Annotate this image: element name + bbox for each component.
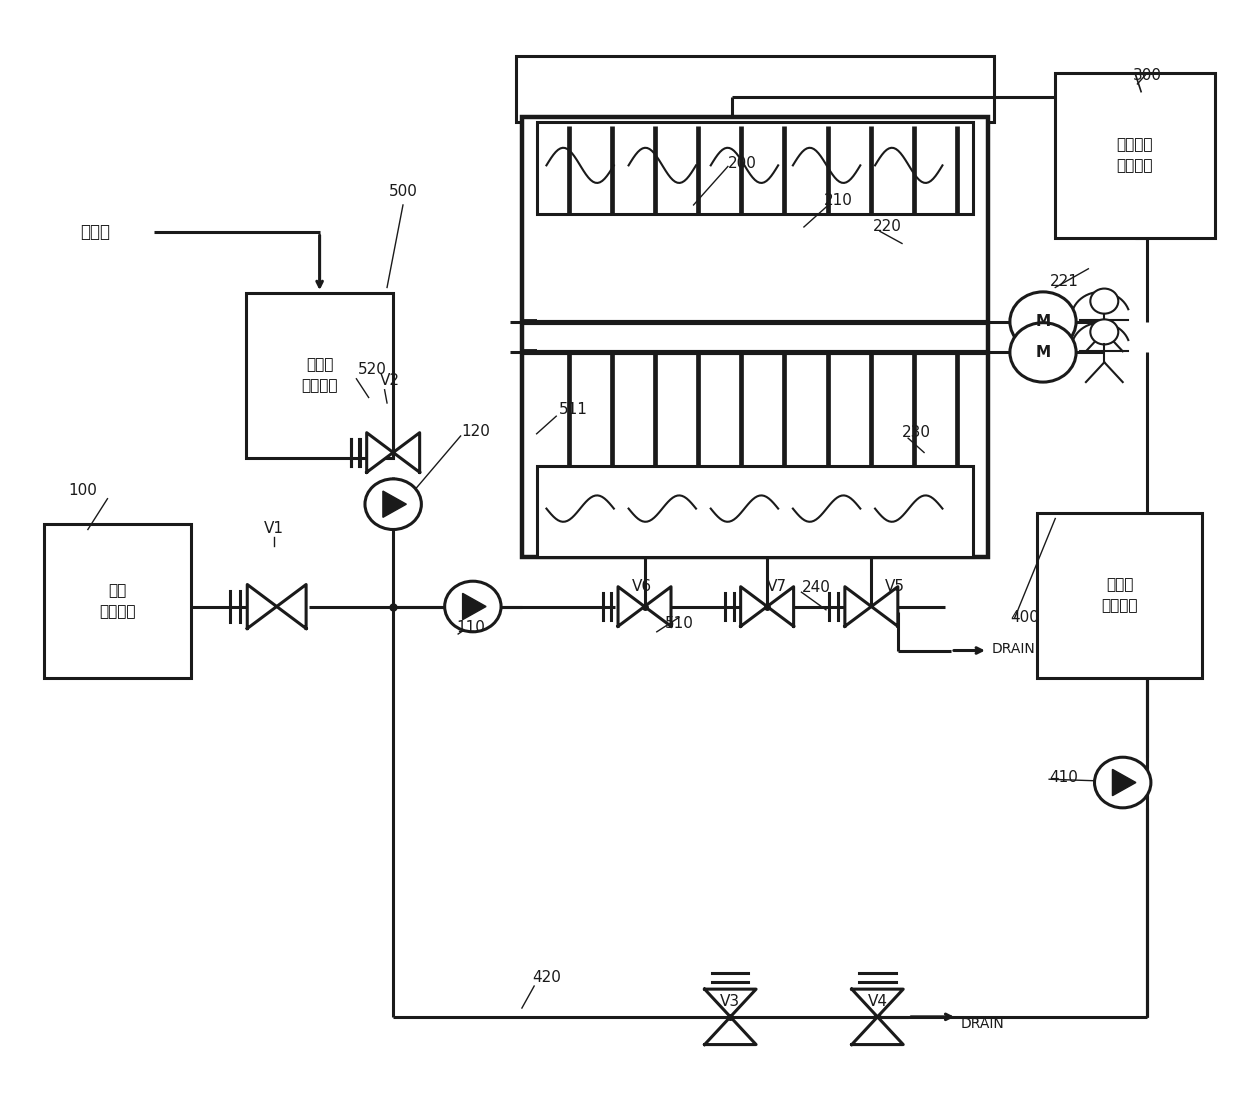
Polygon shape [704, 1017, 756, 1045]
Text: V5: V5 [884, 579, 905, 594]
Text: 200: 200 [728, 156, 758, 170]
Polygon shape [1112, 770, 1136, 795]
Circle shape [365, 479, 422, 529]
Text: 100: 100 [68, 483, 98, 498]
Polygon shape [383, 491, 407, 517]
Text: 500: 500 [388, 184, 418, 199]
Polygon shape [768, 587, 794, 626]
Circle shape [445, 582, 501, 632]
Polygon shape [247, 585, 277, 628]
Bar [516, 57, 994, 123]
Polygon shape [852, 1017, 903, 1045]
Text: V3: V3 [720, 994, 740, 1009]
Polygon shape [872, 587, 898, 626]
Text: 300: 300 [1132, 68, 1162, 82]
Text: 220: 220 [873, 219, 901, 234]
Text: 废水
储藏单元: 废水 储藏单元 [99, 583, 135, 619]
Text: 210: 210 [823, 193, 853, 208]
Bar [1037, 512, 1203, 678]
Text: V2: V2 [379, 373, 399, 389]
Text: 230: 230 [903, 426, 931, 440]
Text: 120: 120 [461, 424, 490, 439]
Circle shape [1009, 292, 1076, 351]
Text: 洗涤水: 洗涤水 [81, 224, 110, 242]
Circle shape [1009, 323, 1076, 382]
Text: 410: 410 [1049, 770, 1079, 784]
Text: 420: 420 [532, 970, 560, 985]
Bar [246, 293, 393, 458]
Text: 511: 511 [559, 402, 588, 417]
Polygon shape [393, 432, 419, 472]
Polygon shape [367, 432, 393, 472]
Polygon shape [645, 587, 671, 626]
Polygon shape [618, 587, 645, 626]
Text: DRAIN: DRAIN [961, 1017, 1004, 1030]
Polygon shape [277, 585, 306, 628]
Bar [522, 117, 988, 557]
Circle shape [1090, 320, 1118, 344]
Bar [1055, 72, 1215, 238]
Text: DRAIN: DRAIN [992, 642, 1035, 656]
Bar [537, 466, 973, 557]
Text: 520: 520 [358, 362, 387, 378]
Text: V4: V4 [868, 994, 888, 1009]
Polygon shape [740, 587, 768, 626]
Circle shape [1090, 289, 1118, 314]
Text: 221: 221 [1049, 274, 1079, 290]
Text: 压缩空气
供给单元: 压缩空气 供给单元 [1117, 137, 1153, 174]
Text: 110: 110 [456, 619, 485, 635]
Text: 400: 400 [1011, 610, 1039, 625]
Bar [537, 123, 973, 214]
Text: M: M [1035, 314, 1050, 329]
Text: V7: V7 [768, 579, 787, 594]
Polygon shape [704, 989, 756, 1017]
Circle shape [1095, 758, 1151, 808]
Text: 510: 510 [665, 616, 693, 631]
Polygon shape [844, 587, 872, 626]
Text: V1: V1 [264, 521, 284, 536]
Polygon shape [852, 989, 903, 1017]
Text: 洗涤水
储藏单元: 洗涤水 储藏单元 [301, 358, 337, 393]
Bar [43, 524, 191, 678]
Text: M: M [1035, 345, 1050, 360]
Text: 过滤水
储藏单元: 过滤水 储藏单元 [1101, 577, 1138, 614]
Text: 240: 240 [802, 580, 831, 595]
Text: V6: V6 [632, 579, 652, 594]
Polygon shape [463, 594, 486, 619]
